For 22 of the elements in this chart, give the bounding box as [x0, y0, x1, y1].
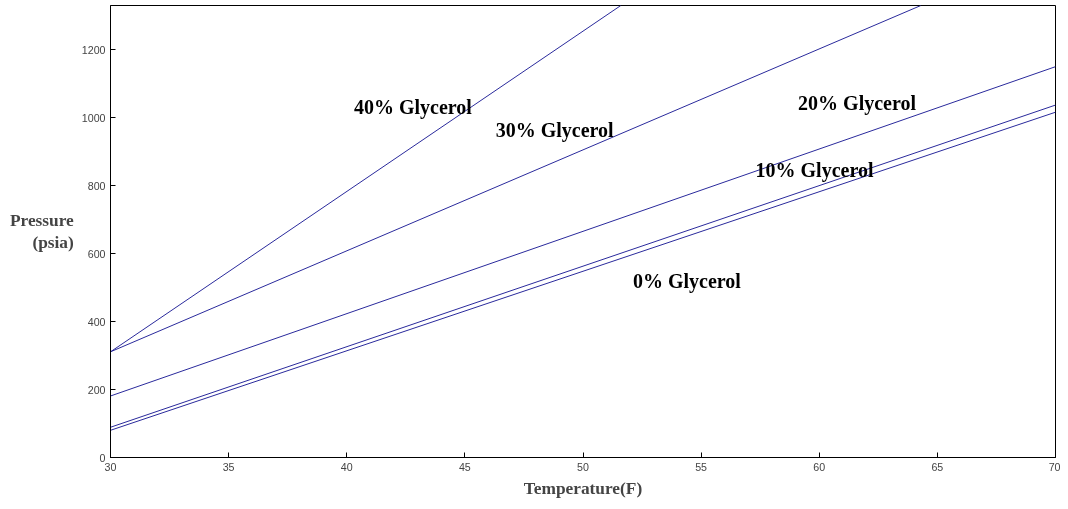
y-tick-label: 200 — [87, 383, 106, 396]
x-tick-label: 50 — [577, 460, 589, 473]
y-axis-title: Pressure (psia) — [9, 210, 75, 253]
y-tick-label: 600 — [87, 247, 106, 260]
x-tick-label: 65 — [931, 460, 944, 473]
x-tick-label: 55 — [695, 460, 708, 473]
y-tick-label: 1200 — [81, 43, 106, 56]
x-axis-title: Temperature(F) — [523, 478, 643, 498]
y-tick-label: 0 — [99, 451, 106, 464]
y-tick-label: 800 — [87, 179, 106, 192]
series-label: 30% Glycerol — [495, 118, 615, 142]
x-tick-label: 40 — [340, 460, 353, 473]
y-tick-label: 400 — [87, 315, 106, 328]
series-label: 20% Glycerol — [798, 91, 917, 115]
y-tick-label: 1000 — [81, 111, 106, 124]
x-tick-label: 45 — [458, 460, 471, 473]
x-tick-label: 70 — [1048, 460, 1061, 473]
x-tick-label: 60 — [813, 460, 826, 473]
series-label: 40% Glycerol — [353, 96, 473, 120]
x-tick-label: 30 — [104, 460, 117, 473]
x-tick-label: 35 — [222, 460, 235, 473]
series-label: 0% Glycerol — [632, 270, 742, 294]
